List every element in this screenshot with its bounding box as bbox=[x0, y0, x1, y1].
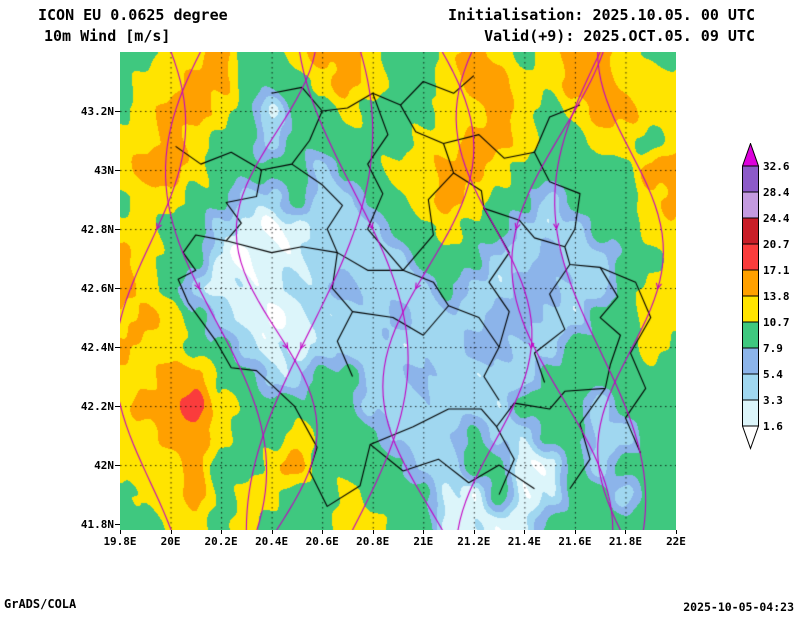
y-tick-label: 42.8N bbox=[80, 223, 114, 237]
y-tick-mark bbox=[115, 170, 120, 172]
colorbar-label: 24.4 bbox=[763, 212, 790, 225]
y-tick-label: 41.8N bbox=[80, 518, 114, 532]
colorbar-label: 13.8 bbox=[763, 290, 790, 303]
y-tick-label: 43.2N bbox=[80, 105, 114, 118]
colorbar-label: 3.3 bbox=[763, 394, 783, 407]
x-tick-mark bbox=[372, 530, 374, 534]
colorbar bbox=[741, 142, 760, 450]
colorbar-label: 20.7 bbox=[763, 238, 790, 251]
x-tick-mark bbox=[473, 530, 475, 534]
y-tick-mark bbox=[115, 111, 120, 112]
footer-grads-label: GrADS/COLA bbox=[4, 597, 77, 611]
colorbar-label: 7.9 bbox=[763, 342, 783, 355]
colorbar-segment bbox=[742, 321, 759, 349]
colorbar-label: 32.6 bbox=[763, 160, 790, 173]
colorbar-segment bbox=[742, 269, 759, 297]
x-tick-mark bbox=[322, 530, 324, 534]
y-tick-label: 42.2N bbox=[80, 400, 114, 414]
x-tick-label: 20.4E bbox=[255, 535, 289, 548]
x-tick-label: 20.8E bbox=[356, 535, 390, 548]
colorbar-label: 5.4 bbox=[763, 368, 783, 381]
colorbar-bottom-arrow bbox=[741, 425, 760, 450]
x-tick-label: 21.2E bbox=[457, 535, 491, 548]
colorbar-segment bbox=[742, 165, 759, 193]
colorbar-svg bbox=[741, 142, 760, 450]
x-tick-label: 20.6E bbox=[305, 535, 339, 548]
y-tick-mark bbox=[115, 524, 120, 526]
x-tick-mark bbox=[625, 530, 627, 534]
x-tick-label: 22E bbox=[666, 535, 686, 548]
header-model-title: ICON EU 0.0625 degree bbox=[38, 6, 228, 24]
x-tick-label: 21E bbox=[413, 535, 434, 548]
x-tick-label: 21.6E bbox=[558, 535, 592, 548]
colorbar-top-arrow bbox=[741, 142, 760, 167]
header-field-title: 10m Wind [m/s] bbox=[44, 27, 171, 45]
x-tick-mark bbox=[271, 530, 273, 534]
y-tick-label: 42.4N bbox=[80, 341, 114, 355]
colorbar-segment bbox=[742, 295, 759, 323]
colorbar-label: 28.4 bbox=[763, 186, 790, 199]
y-tick-label: 42.6N bbox=[80, 282, 114, 296]
x-tick-label: 21.4E bbox=[507, 535, 541, 548]
x-tick-label: 20E bbox=[160, 535, 181, 548]
header-valid-time-text: Valid(+9): 2025.OCT.05. 09 UTC bbox=[484, 27, 755, 45]
x-tick-mark bbox=[524, 530, 526, 534]
y-tick-label: 43N bbox=[94, 164, 114, 178]
colorbar-segment bbox=[742, 373, 759, 401]
y-tick-mark bbox=[115, 229, 120, 231]
x-tick-label: 19.8E bbox=[103, 535, 137, 548]
y-tick-mark bbox=[115, 288, 120, 290]
x-tick-mark bbox=[676, 530, 677, 534]
x-tick-mark bbox=[574, 530, 576, 534]
header-initialisation-text: Initialisation: 2025.10.05. 00 UTC bbox=[447, 6, 755, 24]
x-tick-mark bbox=[423, 530, 425, 534]
colorbar-segment bbox=[742, 347, 759, 375]
colorbar-segment bbox=[742, 191, 759, 219]
y-tick-mark bbox=[115, 347, 120, 349]
y-tick-label: 42N bbox=[94, 459, 114, 473]
y-tick-mark bbox=[115, 465, 120, 467]
x-tick-mark bbox=[170, 530, 172, 534]
x-tick-mark bbox=[221, 530, 223, 534]
wind-speed-map-canvas bbox=[120, 52, 676, 530]
colorbar-label: 17.1 bbox=[763, 264, 790, 277]
colorbar-segment bbox=[742, 243, 759, 271]
colorbar-label: 1.6 bbox=[763, 420, 783, 433]
footer-timestamp: 2025-10-05-04:23 bbox=[683, 600, 794, 614]
x-tick-label: 21.8E bbox=[608, 535, 643, 548]
y-tick-mark bbox=[115, 406, 120, 408]
x-tick-mark bbox=[120, 530, 121, 534]
colorbar-segment bbox=[742, 217, 759, 245]
colorbar-segment bbox=[742, 399, 759, 427]
x-tick-label: 20.2E bbox=[204, 535, 238, 548]
colorbar-label: 10.7 bbox=[763, 316, 790, 329]
